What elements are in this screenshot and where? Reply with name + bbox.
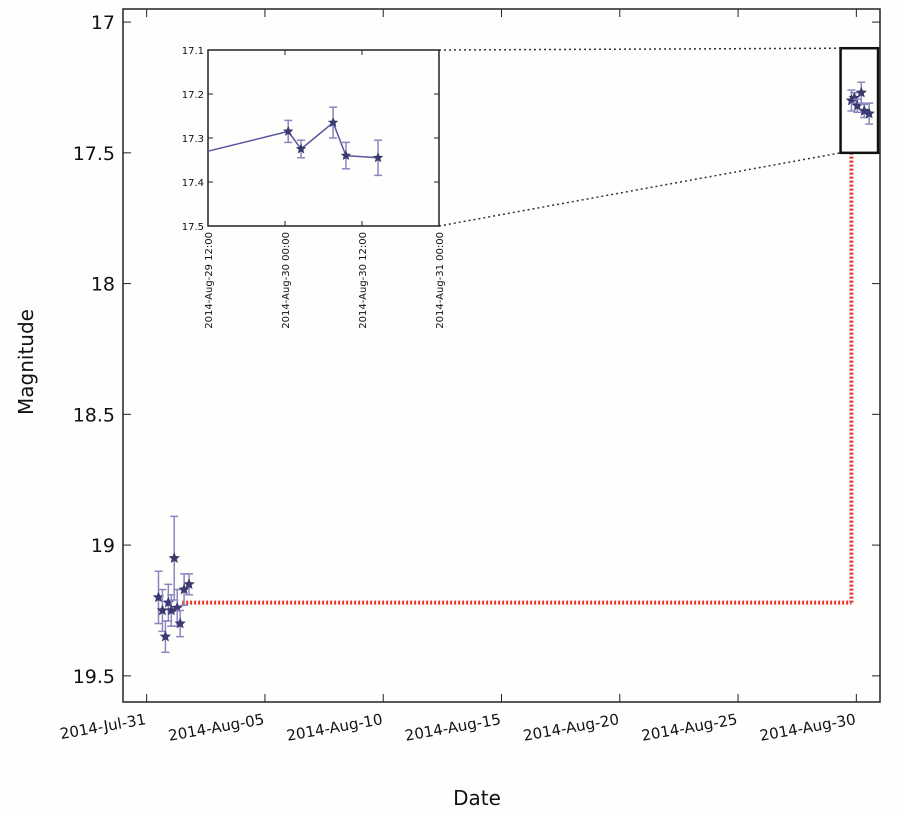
zoom-connector-top <box>438 47 841 51</box>
inset-y-tick-label: 17.3 <box>182 134 204 145</box>
inset-data-point <box>340 150 352 161</box>
y-tick-label: 18.5 <box>73 404 115 426</box>
inset-y-tick-label: 17.4 <box>182 178 204 189</box>
zoom-box <box>839 46 880 155</box>
inset-y-tick-label: 17.1 <box>182 46 204 57</box>
data-point <box>851 99 864 111</box>
zoom-connector-bottom <box>438 152 841 227</box>
data-point <box>165 604 177 616</box>
data-point <box>183 578 195 590</box>
zoom-connector-lines <box>438 46 880 227</box>
inset-plot-frame <box>207 49 440 227</box>
data-point <box>174 617 186 629</box>
inset-data-point <box>327 117 339 128</box>
inset-series-line <box>207 121 379 159</box>
inset-y-tick-label: 17.5 <box>182 222 204 233</box>
y-tick-label: 19.5 <box>73 666 115 688</box>
y-tick-label: 17 <box>91 12 115 34</box>
x-tick-label: 2014-Aug-05 <box>167 710 266 745</box>
inset-y-tick-label: 17.2 <box>182 90 204 101</box>
inset-x-axis: 2014-Aug-29 12:00 2014-Aug-30 00:00 2014-A… <box>204 50 446 329</box>
y-tick-label: 17.5 <box>73 143 115 165</box>
x-tick-label: 2014-Aug-25 <box>640 710 739 745</box>
data-point <box>168 552 180 564</box>
inset-y-axis: 17.1 17.2 17.3 17.4 17.5 <box>182 46 439 233</box>
inset-x-tick-label: 2014-Aug-30 00:00 <box>281 232 292 329</box>
data-point <box>863 107 875 119</box>
inset-data-point <box>372 152 384 163</box>
data-point <box>152 591 165 603</box>
inset-x-tick-label: 2014-Aug-29 12:00 <box>204 232 215 329</box>
x-tick-label: 2014-Aug-30 <box>758 710 857 745</box>
inset-data-point <box>295 143 307 154</box>
x-tick-label: 2014-Aug-20 <box>522 710 621 745</box>
data-point <box>159 630 172 642</box>
inset-x-tick-label: 2014-Aug-31 00:00 <box>435 232 446 329</box>
data-point <box>855 86 867 98</box>
x-tick-label: 2014-Jul-31 <box>59 710 148 743</box>
x-tick-label: 2014-Aug-15 <box>403 710 502 745</box>
inset-data-series <box>207 106 384 177</box>
reference-lines <box>182 152 854 605</box>
data-point <box>178 583 190 595</box>
x-tick-label: 2014-Aug-10 <box>285 710 384 745</box>
y-tick-label: 19 <box>91 535 115 557</box>
main-y-axis: 17 17.5 18 18.5 19 19.5 <box>73 12 880 688</box>
x-axis-title: Date <box>453 786 501 810</box>
inset-data-point <box>282 125 294 136</box>
y-axis-title: Magnitude <box>14 309 38 415</box>
main-data-series <box>152 81 875 654</box>
y-tick-label: 18 <box>91 274 115 296</box>
inset-x-tick-label: 2014-Aug-30 12:00 <box>358 232 369 329</box>
data-point <box>156 604 169 616</box>
